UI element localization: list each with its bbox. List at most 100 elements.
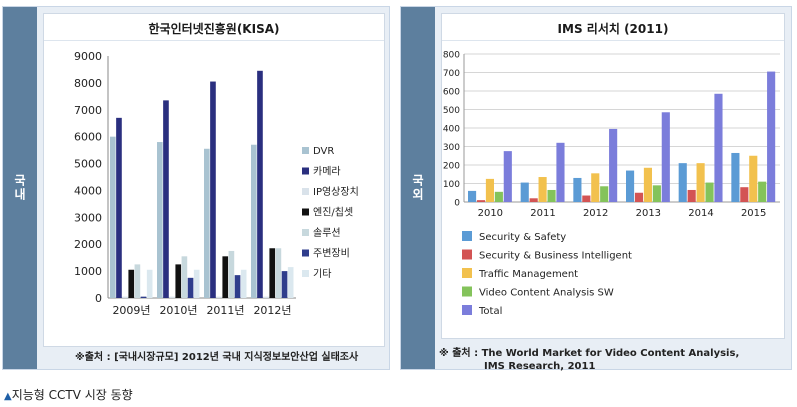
legend-label: 주변장비 [313, 248, 350, 260]
bar [476, 200, 486, 202]
legend-label: 솔루션 [313, 227, 341, 239]
bar [600, 186, 609, 202]
y-tick-label: 0 [95, 292, 102, 305]
bar [749, 155, 758, 202]
y-tick-label: 700 [443, 69, 460, 79]
right-chart-frame: IMS 리서치 (2011) 0 100 200 300 400 500 600 700 800… [441, 13, 785, 339]
bar [714, 93, 723, 202]
right-chart: 0 100 200 300 400 500 600 700 800 2010 2011 2012 201… [443, 51, 780, 317]
bar [222, 256, 229, 298]
right-source-note: ※ 출처 : The World Market for Video Conten… [439, 347, 739, 373]
right-chart-title: IMS 리서치 (2011) [557, 22, 669, 36]
x-tick-label: 2011 [530, 208, 555, 219]
left-chart: 0 1000 2000 3000 4000 5000 6000 7000 8000 9000 200… [74, 50, 359, 317]
bar [234, 275, 241, 298]
bar [520, 182, 529, 202]
y-tick-label: 100 [443, 180, 460, 190]
y-tick-label: 800 [443, 51, 460, 61]
bar [240, 269, 247, 298]
legend-swatch [302, 147, 309, 154]
caption-triangle-icon: ▲ [4, 391, 12, 402]
legend-swatch [302, 229, 309, 236]
legend-label: Traffic Management [478, 269, 578, 280]
bar [485, 178, 494, 202]
y-tick-label: 9000 [74, 50, 102, 63]
bar [216, 296, 222, 298]
bar [193, 269, 200, 298]
bar [609, 128, 618, 202]
caption-text: 지능형 CCTV 시장 동향 [11, 388, 133, 402]
y-tick-label: 0 [454, 199, 460, 209]
legend-swatch [462, 231, 472, 241]
legend-label: IP영상장치 [313, 186, 359, 198]
legend-label: 엔진/칩셋 [313, 207, 353, 219]
bar [652, 185, 661, 202]
x-tick-label: 2010 [478, 208, 503, 219]
left-panel: 국내 한국인터넷진흥원(KISA) 0 1000 2000 3000 4000 5000 6… [2, 6, 390, 370]
bar [146, 269, 153, 298]
legend-label: DVR [313, 146, 334, 157]
left-source-note: ※출처 : [국내시장규모] 2012년 국내 지식정보보안산업 실태조사 [75, 352, 359, 363]
y-tick-label: 1000 [74, 265, 102, 278]
y-tick-label: 300 [443, 143, 460, 153]
legend-swatch [462, 305, 472, 315]
left-chart-title: 한국인터넷진흥원(KISA) [148, 22, 280, 36]
bar [547, 189, 556, 202]
bar [529, 198, 538, 202]
bar [626, 170, 635, 202]
bar [169, 296, 175, 298]
right-source-line1: ※ 출처 : The World Market for Video Conten… [439, 348, 740, 359]
bar [269, 248, 276, 298]
bar [740, 187, 749, 202]
legend-swatch [302, 249, 309, 257]
legend-label: 카메라 [313, 166, 341, 178]
bar [696, 163, 705, 202]
right-source-line2: IMS Research, 2011 [484, 361, 596, 372]
y-tick-label: 2000 [74, 238, 102, 251]
y-tick-label: 500 [443, 106, 460, 116]
y-tick-label: 6000 [74, 131, 102, 144]
bar [181, 256, 188, 298]
legend-label: Security & Business Intelligent [479, 251, 632, 262]
bar [503, 151, 512, 202]
bar [582, 195, 591, 202]
x-tick-label: 2009년 [112, 304, 150, 317]
bar [163, 100, 169, 298]
bar [538, 177, 547, 202]
bar [251, 144, 257, 298]
bar [128, 269, 135, 298]
bar [275, 248, 282, 298]
legend-swatch [302, 270, 309, 277]
legend-label: Security & Safety [479, 232, 566, 243]
y-tick-label: 8000 [74, 77, 102, 90]
x-tick-label: 2010년 [159, 304, 197, 317]
legend-swatch [302, 167, 309, 175]
bar [204, 148, 210, 298]
bar [634, 192, 644, 202]
bar [157, 142, 163, 298]
x-tick-label: 2011년 [206, 304, 244, 317]
bar [134, 264, 141, 298]
bar [731, 152, 740, 202]
legend-swatch [462, 249, 472, 260]
bar [122, 296, 128, 298]
bar [468, 190, 477, 202]
x-tick-label: 2012년 [253, 304, 291, 317]
legend-swatch [302, 188, 309, 195]
bar [494, 191, 503, 202]
bar [281, 271, 288, 298]
x-tick-label: 2013 [636, 208, 661, 219]
bar [210, 81, 216, 298]
legend-label: Video Content Analysis SW [479, 288, 614, 299]
y-tick-label: 3000 [74, 211, 102, 224]
legend-label: Total [478, 306, 502, 317]
legend-label: 기타 [313, 268, 331, 280]
legend-swatch [302, 208, 309, 216]
bar [678, 163, 687, 202]
bar [556, 142, 565, 202]
x-tick-label: 2015 [741, 208, 766, 219]
bar [643, 167, 652, 202]
legend-swatch [462, 286, 472, 297]
legend-swatch [462, 268, 472, 278]
bar [661, 112, 670, 202]
